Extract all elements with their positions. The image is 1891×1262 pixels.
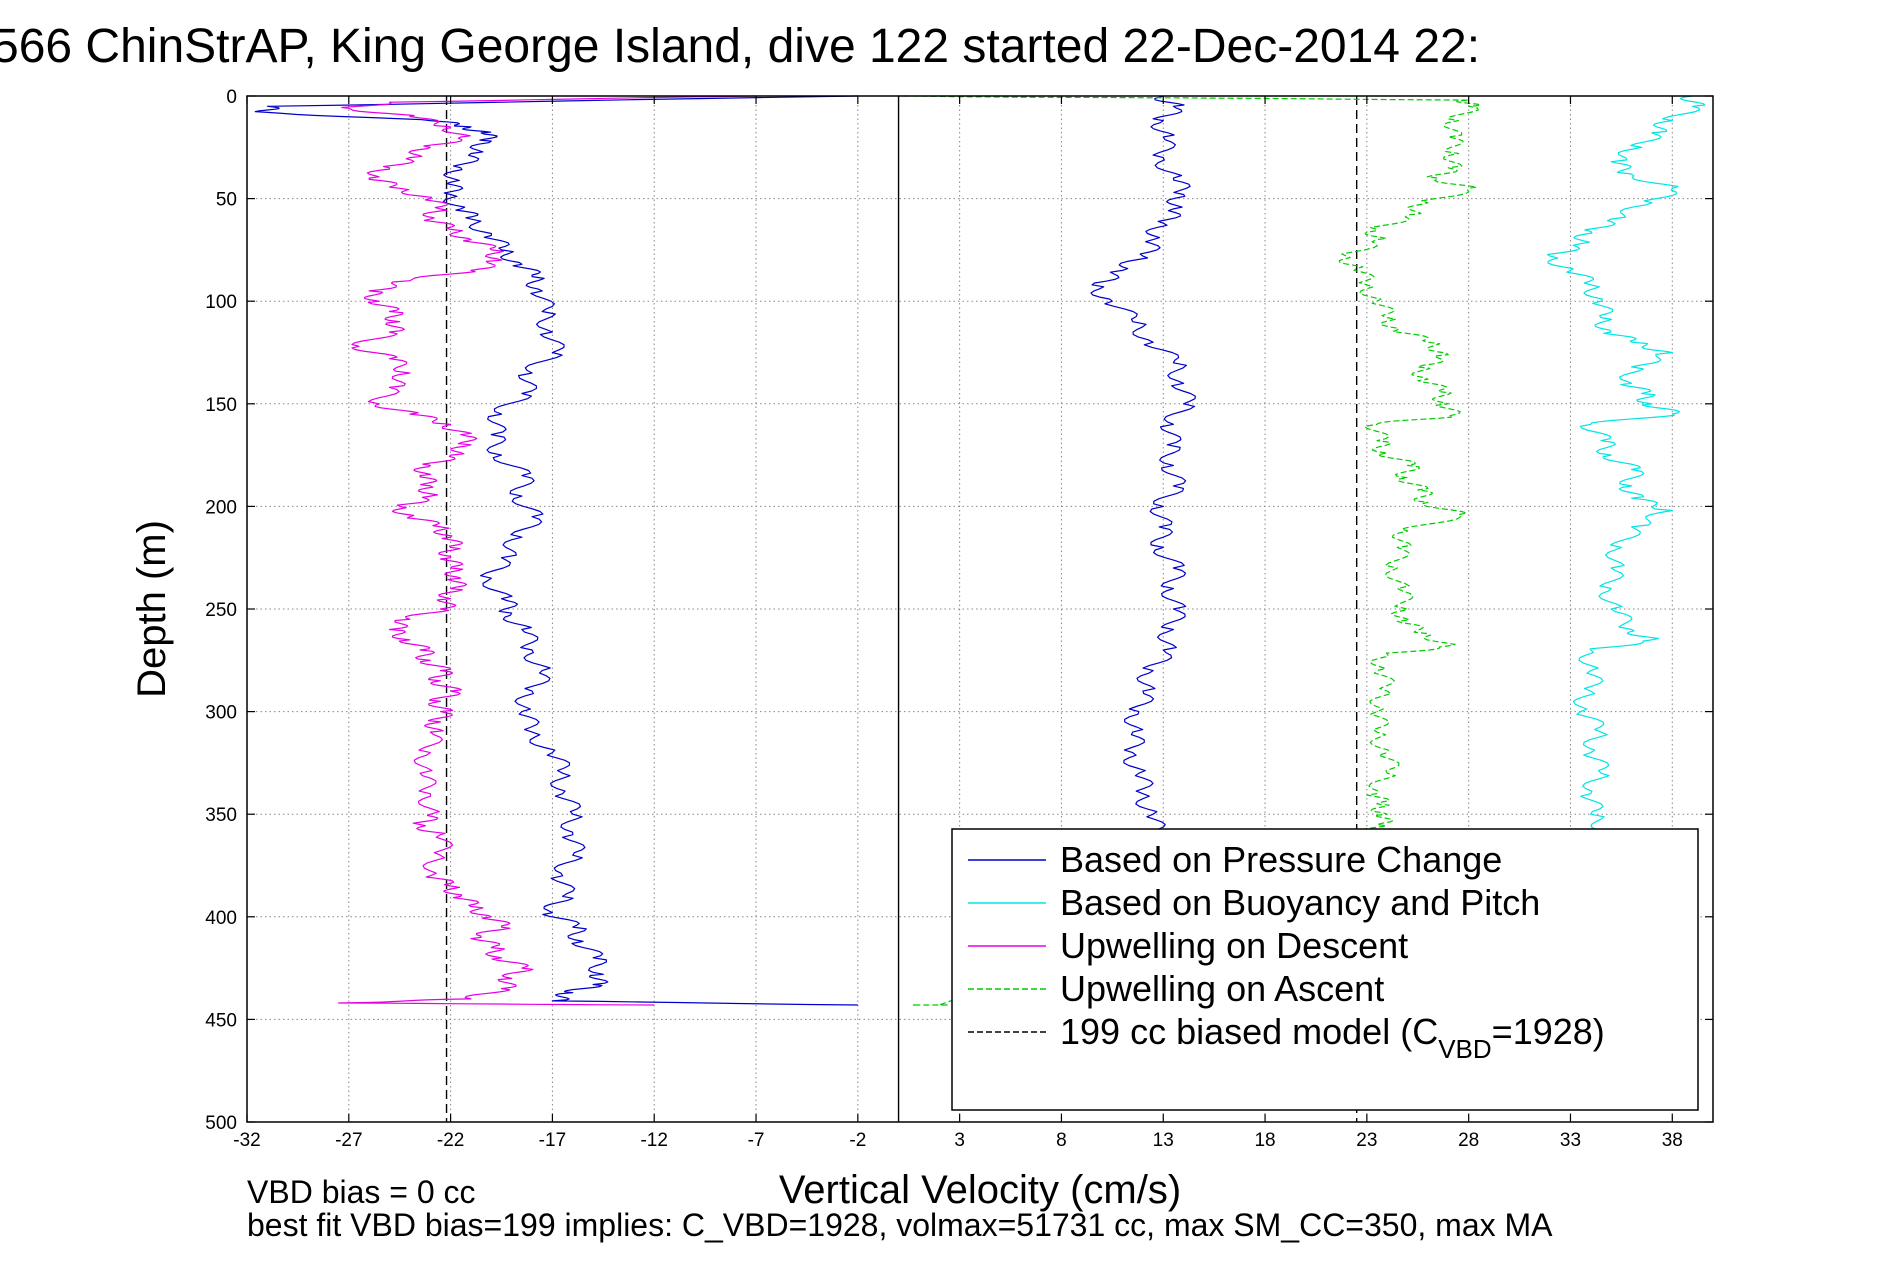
footer-best-fit: best fit VBD bias=199 implies: C_VBD=192… xyxy=(247,1207,1553,1243)
x-tick-label: -2 xyxy=(849,1130,866,1151)
series-line-buoyancy_ascent xyxy=(1547,95,1706,1010)
series-line-upwelling_descent xyxy=(338,95,757,1006)
x-tick-label: 38 xyxy=(1662,1130,1683,1151)
chart-title: 566 ChinStrAP, King George Island, dive … xyxy=(0,20,1480,73)
y-tick-label: 0 xyxy=(226,87,237,108)
legend-entry: Upwelling on Ascent xyxy=(1060,968,1384,1009)
y-tick-label: 150 xyxy=(205,395,237,416)
x-tick-label: 13 xyxy=(1153,1130,1174,1151)
y-tick-label: 200 xyxy=(205,497,237,518)
legend-entry: Upwelling on Descent xyxy=(1060,925,1408,966)
legend-box xyxy=(951,828,1699,1111)
y-tick-label: 500 xyxy=(205,1113,237,1134)
x-tick-label: 8 xyxy=(1056,1130,1067,1151)
x-tick-label: 28 xyxy=(1458,1130,1479,1151)
legend-label-subscript: VBD xyxy=(1438,1034,1491,1064)
axis-ticks: -32 -27 -22 -17 -12 -7 -2 3 8 13 18 23 28 33 380501001… xyxy=(205,87,1713,1151)
legend-entry: 199 cc biased model (CVBD=1928) xyxy=(1060,1011,1605,1064)
x-tick-label: -17 xyxy=(539,1130,566,1151)
y-tick-label: 450 xyxy=(205,1010,237,1031)
footer-vbd-bias: VBD bias = 0 cc xyxy=(247,1174,476,1210)
legend-entry: Based on Buoyancy and Pitch xyxy=(1060,882,1540,923)
series-line-upwelling_ascent xyxy=(898,95,1481,1006)
y-axis-label: Depth (m) xyxy=(130,520,174,698)
data-series xyxy=(254,95,1706,1010)
x-tick-label: -7 xyxy=(748,1130,765,1151)
x-tick-label: 33 xyxy=(1560,1130,1581,1151)
legend-label-suffix: =1928) xyxy=(1492,1011,1605,1052)
x-axis-label: Vertical Velocity (cm/s) xyxy=(779,1168,1181,1212)
x-tick-label: 18 xyxy=(1254,1130,1275,1151)
x-tick-label: -32 xyxy=(233,1130,260,1151)
y-tick-label: 300 xyxy=(205,703,237,724)
legend-label-prefix: 199 cc biased model (C xyxy=(1060,1011,1438,1052)
x-tick-label: 23 xyxy=(1356,1130,1377,1151)
y-tick-label: 100 xyxy=(205,292,237,313)
y-tick-label: 50 xyxy=(216,190,237,211)
series-line-pressure_descent xyxy=(254,95,858,1006)
x-tick-label: -12 xyxy=(640,1130,667,1151)
legend-entry: Based on Pressure Change xyxy=(1060,839,1502,880)
y-tick-label: 400 xyxy=(205,908,237,929)
x-tick-label: 3 xyxy=(954,1130,965,1151)
x-tick-label: -27 xyxy=(335,1130,362,1151)
y-tick-label: 350 xyxy=(205,805,237,826)
y-tick-label: 250 xyxy=(205,600,237,621)
x-tick-label: -22 xyxy=(437,1130,464,1151)
